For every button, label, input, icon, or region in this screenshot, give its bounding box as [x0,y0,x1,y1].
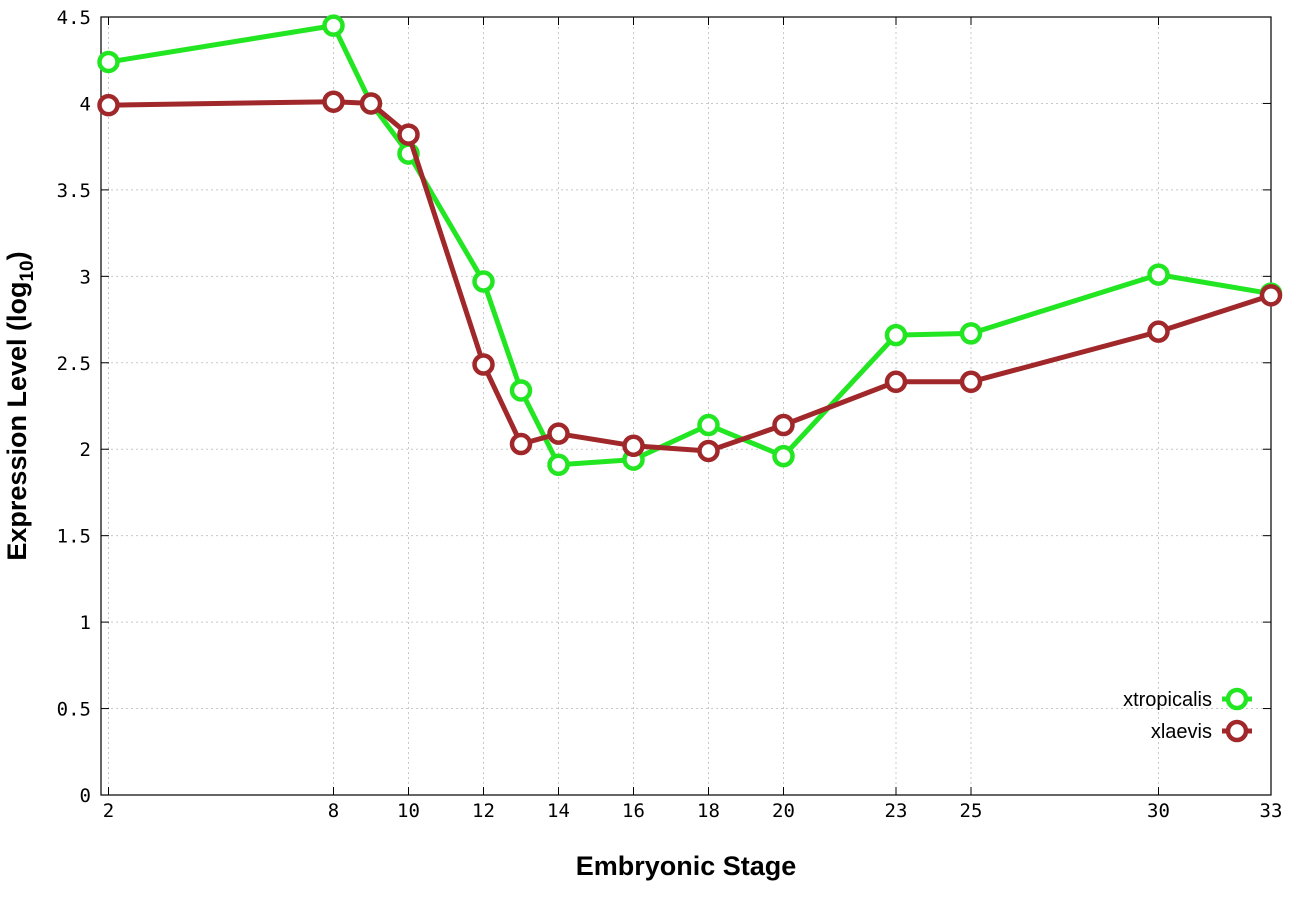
data-point [509,432,533,456]
data-point [359,92,383,115]
data-point [397,123,420,146]
y-tick-label: 2.5 [57,353,91,375]
y-axis-title-subscript: 10 [17,260,38,281]
data-point [547,453,570,477]
x-axis-title: Embryonic Stage [576,851,797,881]
data-point [97,50,120,74]
y-axis-title-close: ) [2,251,32,260]
data-point [322,14,345,37]
data-point [472,270,495,293]
legend-entry: xlaevis [1151,719,1252,743]
x-tick-label: 8 [328,800,339,822]
x-tick-label: 2 [103,800,114,822]
data-point [959,322,983,345]
y-tick-label: 1 [80,612,91,634]
data-point [772,444,795,468]
y-axis-title-main: Expression Level (log [2,282,32,561]
x-tick-label: 23 [885,800,908,822]
x-tick-label: 16 [622,800,645,822]
data-point [697,413,720,437]
data-point [322,90,345,113]
y-tick-label: 4 [80,93,91,115]
data-point [97,93,120,117]
data-point [622,434,645,458]
y-tick-label: 1.5 [57,526,91,548]
series-line [108,23,1272,468]
legend-marker [1225,719,1249,743]
data-point [509,379,533,402]
y-axis-title: Expression Level (log10) [2,251,38,560]
data-point [547,422,570,445]
axis-ticks: 0 0.5 1 1.5 2 2.5 3 3.5 4 4.5 2 8 10 12 14 16 18 20 23 25 30… [57,7,1283,822]
legend-marker [1225,687,1249,711]
x-tick-label: 10 [397,800,420,822]
data-point [697,439,720,463]
y-tick-label: 3.5 [57,180,91,202]
legend-label: xtropicalis [1123,689,1212,711]
series-xtropicalis [97,14,1283,477]
data-point [472,353,495,376]
data-point [884,370,908,394]
grid [101,17,1271,795]
x-tick-label: 20 [772,800,795,822]
legend-entry: xtropicalis [1123,687,1252,711]
x-tick-label: 14 [547,800,570,822]
y-tick-label: 3 [80,266,91,288]
y-tick-label: 4.5 [57,7,91,29]
x-tick-label: 12 [472,800,495,822]
x-tick-label: 33 [1260,800,1283,822]
y-tick-label: 0 [80,785,91,807]
data-point [959,370,983,394]
legend-label: xlaevis [1151,721,1212,743]
y-tick-label: 2 [80,439,91,461]
x-tick-label: 30 [1147,800,1170,822]
data-point [1259,284,1283,307]
legend: xtropicalis xlaevis [1123,687,1252,743]
y-tick-label: 0.5 [57,699,91,721]
series-xlaevis [97,90,1283,463]
data-point [772,413,795,437]
plot-frame [100,16,1272,796]
data-point [1147,320,1170,343]
x-tick-label: 25 [960,800,983,822]
series-group [97,14,1283,477]
data-point [1147,263,1170,286]
x-tick-label: 18 [697,800,720,822]
data-point [884,323,908,347]
